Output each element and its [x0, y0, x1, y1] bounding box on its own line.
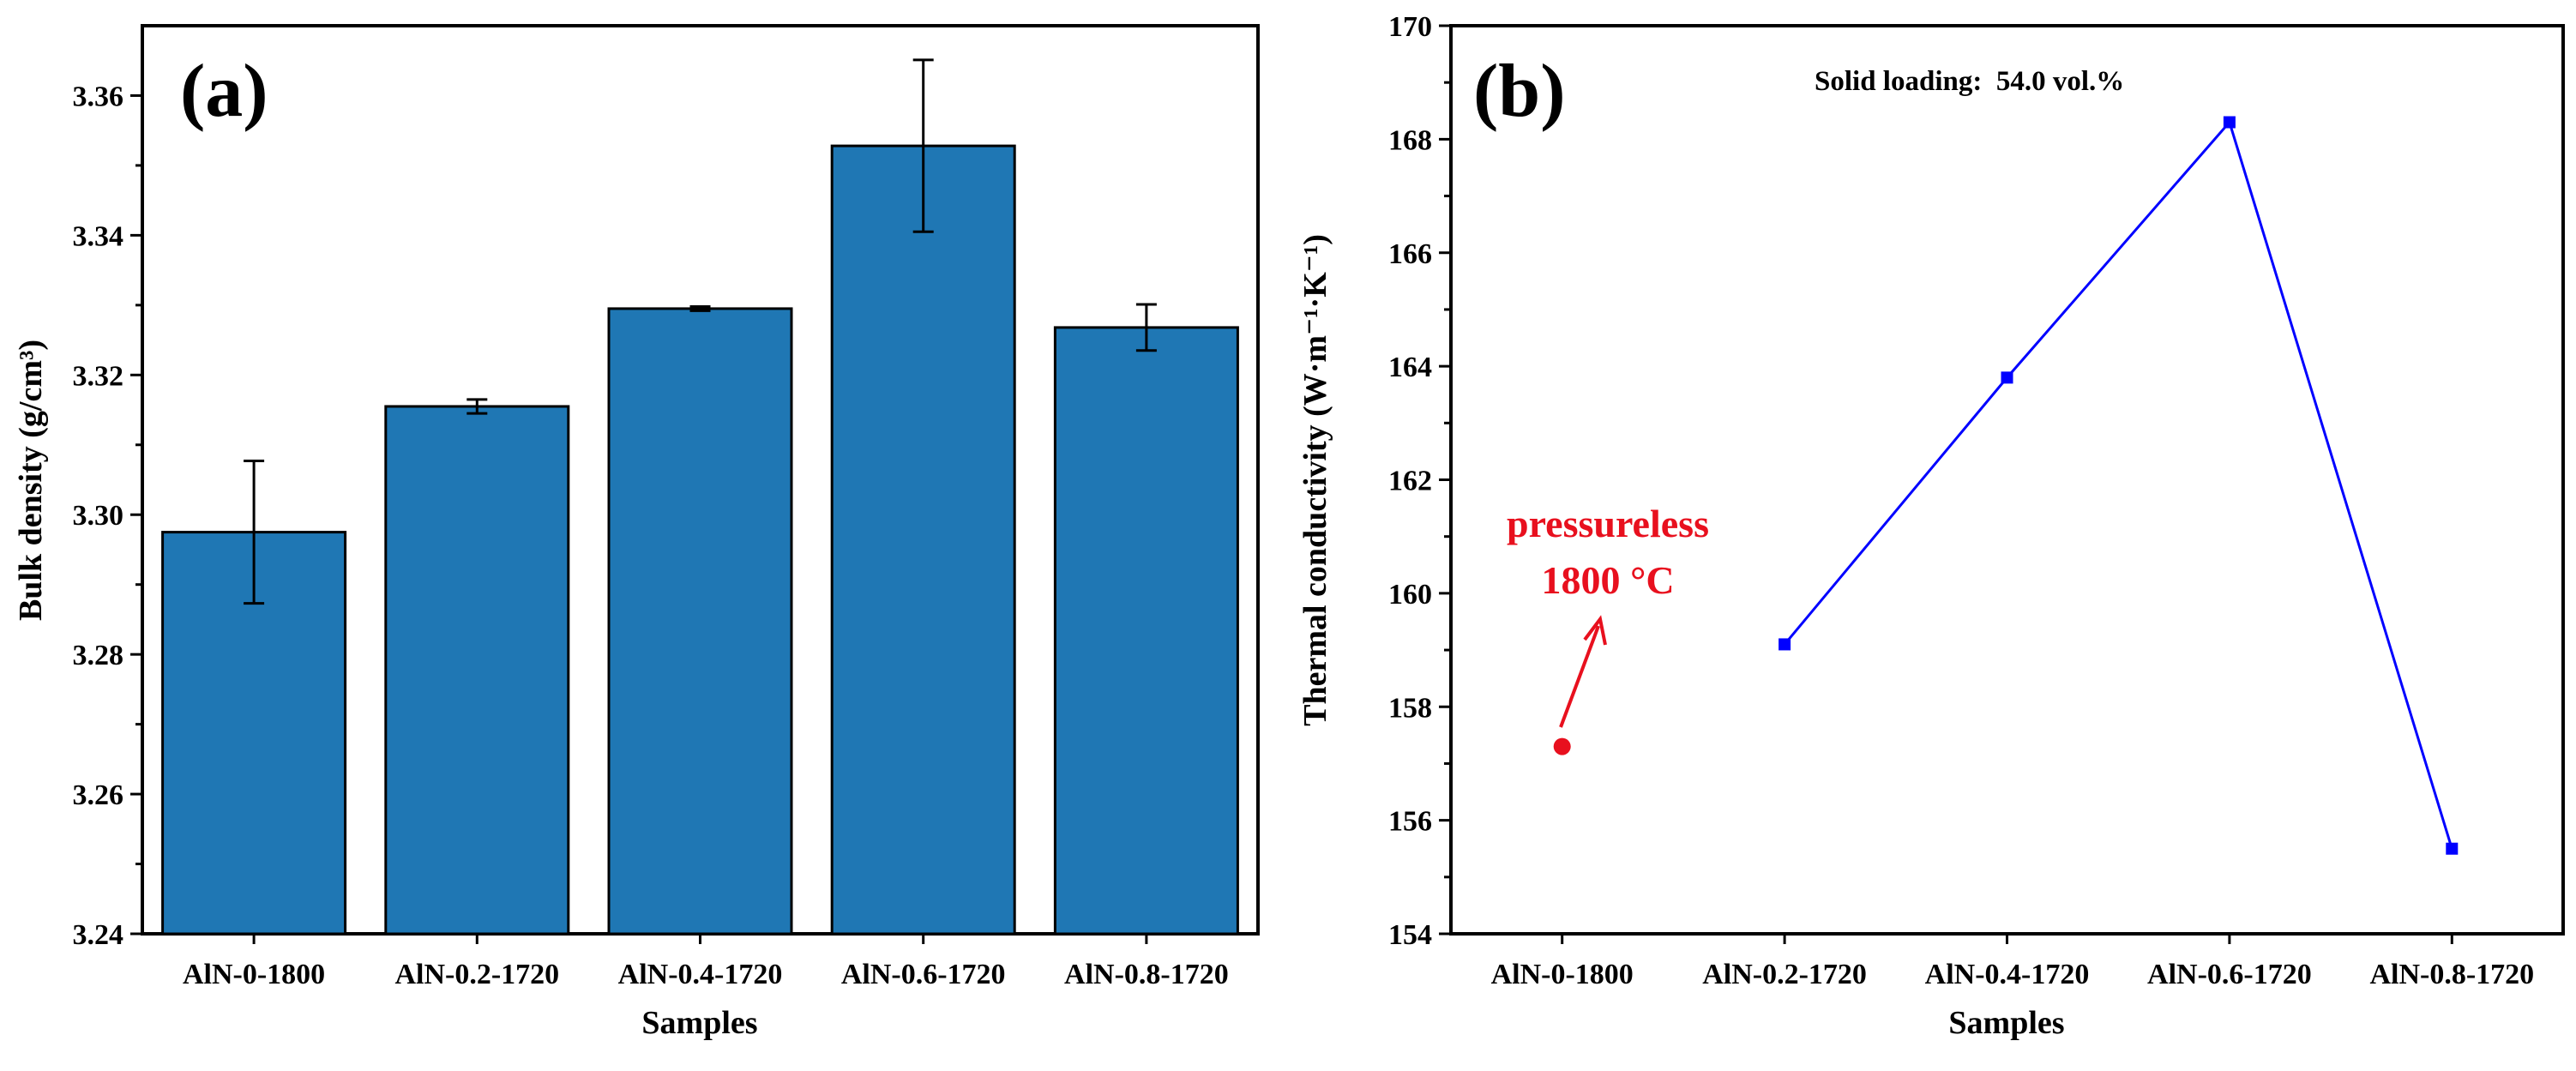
- x-tick-label: AlN-0.8-1720: [1064, 959, 1229, 990]
- error-bar-aln-0-4-1720: [689, 304, 711, 312]
- y-tick-label: 158: [1388, 692, 1432, 724]
- y-tick-label: 3.28: [73, 640, 124, 671]
- point-aln-0-1800: [1553, 737, 1571, 755]
- point-aln-0-2-1720: [1779, 638, 1791, 651]
- y-tick-label: 3.24: [73, 919, 124, 951]
- y-tick-label: 3.32: [73, 360, 124, 392]
- panel-a-x-axis: AlN-0-1800 AlN-0.2-1720 AlN-0.4-1720 AlN-0.…: [183, 934, 1229, 990]
- y-tick-label: 156: [1388, 806, 1432, 838]
- panel-b-solid-loading-note: Solid loading: 54.0 vol.%: [1815, 66, 2124, 97]
- panel-b-label: (b): [1473, 50, 1566, 133]
- panel-b-x-axis-label: Samples: [1948, 1005, 2064, 1041]
- x-tick-label: AlN-0.2-1720: [1702, 959, 1867, 990]
- x-tick-label: AlN-0.6-1720: [2147, 959, 2312, 990]
- x-tick-label: AlN-0.4-1720: [618, 959, 783, 990]
- panel-a-y-axis-label: Bulk density (g/cm³): [13, 340, 49, 621]
- x-tick-label: AlN-0-1800: [1491, 959, 1634, 990]
- y-tick-label: 3.26: [73, 779, 124, 811]
- point-aln-0-6-1720: [2223, 116, 2236, 129]
- panel-b-series: [1553, 116, 2459, 855]
- x-tick-label: AlN-0-1800: [183, 959, 325, 990]
- panel-b-y-axis: 154 156 158 160 162 164 166 168 170: [1388, 11, 1451, 951]
- y-tick-label: 154: [1388, 919, 1432, 951]
- panel-a-y-axis: 3.24 3.26 3.28 3.30 3.32 3.34 3.36: [73, 81, 142, 951]
- panel-a-error-bars: [244, 58, 1157, 605]
- panel-b-annotation-arrow-shaft: [1559, 625, 1600, 728]
- panel-b-annotation-line2: 1800 °C: [1541, 558, 1674, 602]
- series-line-hot-pressed: [1783, 119, 2453, 850]
- panel-b-x-axis: AlN-0-1800 AlN-0.2-1720 AlN-0.4-1720 AlN-0.…: [1491, 934, 2534, 990]
- y-tick-label: 168: [1388, 124, 1432, 156]
- y-tick-label: 3.30: [73, 500, 124, 532]
- bar-aln-0-8-1720: [1053, 326, 1239, 936]
- y-tick-label: 164: [1388, 352, 1432, 383]
- y-tick-label: 3.36: [73, 81, 124, 112]
- bar-aln-0-4-1720: [607, 307, 793, 936]
- error-bar-aln-0-6-1720: [912, 58, 934, 233]
- y-tick-label: 170: [1388, 11, 1432, 43]
- error-bar-aln-0-1800: [244, 460, 265, 605]
- y-tick-label: 162: [1388, 466, 1432, 497]
- panel-b-annotation-arrow-head: [1583, 615, 1607, 646]
- y-tick-label: 160: [1388, 579, 1432, 611]
- panel-b-plot-frame: [1449, 24, 2565, 936]
- x-tick-label: AlN-0.4-1720: [1925, 959, 2090, 990]
- panel-a-bulk-density-chart: 3.243.263.283.303.323.343.36 AlN-0-1800 A…: [13, 24, 1260, 1041]
- panel-a-bars: [161, 144, 1239, 936]
- bar-aln-0-2-1720: [384, 405, 570, 936]
- panel-b-y-axis-label: Thermal conductivity (W·m⁻¹·K⁻¹): [1297, 234, 1333, 726]
- point-aln-0-8-1720: [2446, 842, 2459, 855]
- x-tick-label: AlN-0.6-1720: [841, 959, 1006, 990]
- point-aln-0-4-1720: [2001, 371, 2013, 384]
- y-tick-label: 3.34: [73, 220, 124, 252]
- x-tick-label: AlN-0.8-1720: [2369, 959, 2534, 990]
- panel-a-x-axis-label: Samples: [641, 1005, 757, 1041]
- y-tick-label: 166: [1388, 238, 1432, 270]
- bar-aln-0-6-1720: [830, 144, 1016, 936]
- panel-a-label: (a): [180, 50, 268, 133]
- panel-b-annotation-line1: pressureless: [1507, 502, 1709, 545]
- error-bar-aln-0-8-1720: [1135, 303, 1157, 352]
- x-tick-label: AlN-0.2-1720: [394, 959, 559, 990]
- error-bar-aln-0-2-1720: [466, 398, 488, 415]
